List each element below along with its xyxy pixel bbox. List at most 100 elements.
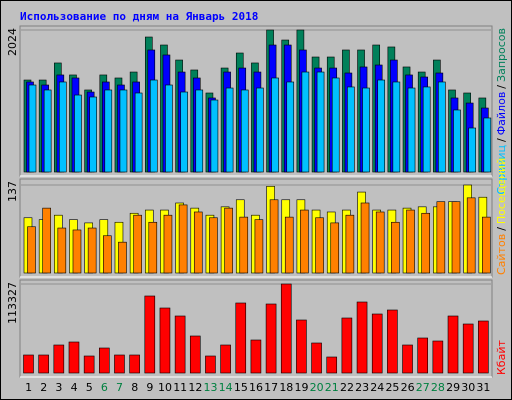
x-tick-label: 14	[219, 381, 233, 394]
x-tick-label: 5	[86, 381, 93, 394]
bar	[209, 217, 218, 274]
bar	[144, 295, 156, 374]
bar	[269, 199, 279, 274]
bar	[462, 323, 474, 374]
bar	[53, 344, 65, 374]
bar	[417, 337, 428, 374]
bar	[178, 204, 188, 274]
x-tick-label: 29	[446, 381, 460, 394]
bar	[254, 219, 264, 274]
bar	[43, 89, 52, 173]
bar	[27, 226, 36, 274]
x-tick-label: 25	[385, 381, 399, 394]
bar	[193, 211, 203, 274]
bar	[478, 320, 489, 374]
bar	[174, 315, 186, 374]
x-tick-label: 20	[310, 381, 324, 394]
x-tick-label: 28	[431, 381, 445, 394]
bar	[345, 214, 355, 274]
x-tick-label: 4	[71, 381, 78, 394]
bar	[38, 354, 49, 374]
x-tick-label: 18	[279, 381, 293, 394]
x-tick-label: 21	[325, 381, 339, 394]
bar	[315, 217, 324, 274]
bar	[265, 303, 277, 374]
bar	[180, 91, 188, 173]
bar	[114, 354, 125, 374]
bar	[466, 197, 476, 274]
legend-separator: /	[495, 85, 508, 89]
bar	[239, 216, 249, 274]
bar	[99, 347, 110, 374]
bar	[331, 77, 340, 173]
bar	[240, 89, 249, 173]
bar	[104, 89, 113, 173]
x-tick-label: 6	[101, 381, 108, 394]
legend-entry: Сайтов	[495, 234, 508, 275]
bar	[391, 221, 400, 274]
bar	[360, 202, 370, 274]
bar	[134, 92, 143, 173]
bar	[421, 212, 430, 274]
legend-separator: /	[495, 138, 508, 142]
x-tick-label: 26	[401, 381, 415, 394]
bar	[133, 214, 142, 274]
bar	[59, 81, 67, 173]
x-tick-label: 13	[204, 381, 218, 394]
bar	[451, 201, 461, 274]
bar	[68, 341, 80, 374]
bar	[57, 227, 67, 274]
bar	[432, 340, 444, 374]
bar	[163, 214, 173, 274]
bar	[326, 356, 338, 374]
bar	[375, 211, 385, 274]
x-tick-label: 16	[249, 381, 263, 394]
bar	[356, 301, 368, 374]
legend-separator: /	[495, 227, 508, 231]
y-tick-label: 113327	[6, 282, 19, 324]
bar	[377, 79, 386, 173]
bar	[362, 87, 370, 173]
x-tick-label: 8	[131, 381, 138, 394]
x-tick-label: 31	[476, 381, 490, 394]
legend: Страниц / Файлов / Запросов	[495, 28, 508, 195]
x-tick-label: 11	[173, 381, 187, 394]
legend: Сайтов / Посещений	[495, 158, 508, 275]
bar	[296, 319, 307, 374]
bar	[220, 344, 231, 374]
y-tick-label: 2024	[6, 28, 19, 56]
bar	[371, 313, 383, 374]
bar	[235, 302, 247, 374]
bar	[256, 87, 264, 173]
bar	[392, 81, 401, 173]
bar	[225, 87, 234, 173]
legend-entry: Кбайт	[495, 340, 508, 375]
y-tick-label: 137	[6, 181, 19, 202]
bar	[83, 355, 95, 374]
x-tick-label: 2	[40, 381, 47, 394]
bar	[103, 235, 112, 274]
x-tick-label: 19	[294, 381, 308, 394]
bar	[406, 209, 415, 274]
bar	[301, 71, 310, 173]
bar	[483, 117, 492, 173]
bar	[159, 307, 171, 374]
bar	[72, 229, 82, 274]
x-tick-label: 12	[188, 381, 202, 394]
bar	[284, 216, 294, 274]
bar	[165, 84, 173, 173]
bar	[311, 342, 322, 374]
bar	[42, 207, 51, 274]
x-tick-label: 7	[116, 381, 123, 394]
bar	[407, 87, 416, 173]
x-tick-label: 30	[461, 381, 475, 394]
bar	[23, 354, 34, 374]
bar	[74, 94, 82, 173]
x-tick-label: 9	[146, 381, 153, 394]
bar	[402, 344, 413, 374]
x-tick-label: 22	[340, 381, 354, 394]
x-tick-label: 24	[370, 381, 384, 394]
bar	[189, 335, 201, 374]
legend-entry: Страниц	[495, 145, 508, 195]
